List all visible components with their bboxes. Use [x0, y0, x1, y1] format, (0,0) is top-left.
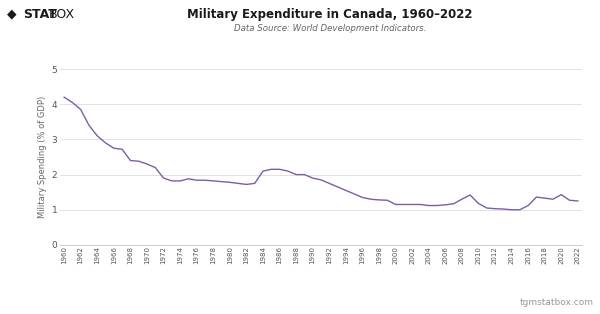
Text: Data Source: World Development Indicators.: Data Source: World Development Indicator…	[234, 24, 426, 33]
Text: Military Expenditure in Canada, 1960–2022: Military Expenditure in Canada, 1960–202…	[187, 8, 473, 21]
Y-axis label: Military Spending (% of GDP): Military Spending (% of GDP)	[38, 96, 47, 218]
Text: ◆: ◆	[7, 8, 17, 21]
Text: BOX: BOX	[49, 8, 76, 21]
Text: tgmstatbox.com: tgmstatbox.com	[520, 298, 594, 307]
Text: STAT: STAT	[23, 8, 56, 21]
